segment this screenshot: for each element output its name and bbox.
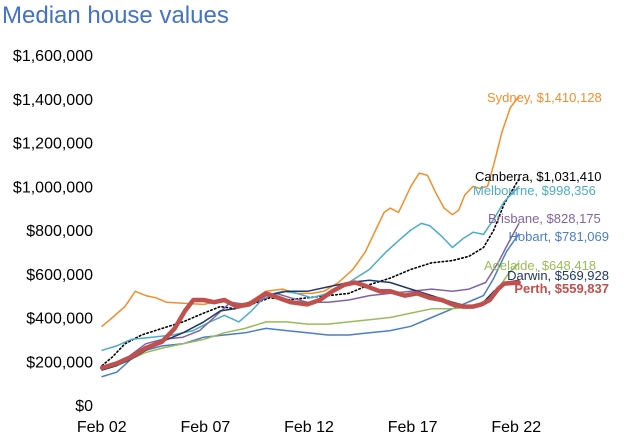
y-tick-label: $0 bbox=[75, 398, 93, 415]
series-line-adelaide bbox=[101, 262, 520, 371]
series-lines bbox=[99, 95, 521, 378]
series-label-hobart: Hobart, $781,069 bbox=[509, 229, 609, 244]
y-tick-label: $200,000 bbox=[26, 354, 93, 371]
y-tick-label: $1,400,000 bbox=[13, 92, 93, 109]
series-line-sydney bbox=[101, 95, 520, 328]
series-label-darwin: Darwin, $569,928 bbox=[507, 268, 609, 283]
y-tick-label: $1,600,000 bbox=[13, 48, 93, 65]
series-label-adelaide: Adelaide, $648,418 bbox=[484, 258, 596, 273]
x-tick-label: Feb 12 bbox=[284, 419, 334, 436]
y-axis-labels: $0 $200,000 $400,000 $600,000 $800,000 $1,000… bbox=[13, 48, 93, 415]
series-line-hobart bbox=[101, 233, 520, 378]
series-line-canberra bbox=[101, 178, 520, 367]
series-line-perth bbox=[99, 280, 521, 371]
x-tick-label: Feb 22 bbox=[491, 419, 541, 436]
series-label-canberra: Canberra, $1,031,410 bbox=[475, 169, 601, 184]
series-end-labels: Sydney, $1,410,128 Canberra, $1,031,410Me… bbox=[473, 90, 609, 296]
series-label-brisbane: Brisbane, $828,175 bbox=[488, 211, 601, 226]
series-label-perth: Perth, $559,837 bbox=[514, 281, 609, 296]
x-tick-label: Feb 17 bbox=[388, 419, 438, 436]
y-tick-label: $1,200,000 bbox=[13, 136, 93, 153]
x-axis-labels: Feb 02 Feb 07 Feb 12 Feb 17 Feb 22 bbox=[77, 419, 541, 436]
y-tick-label: $400,000 bbox=[26, 311, 93, 328]
series-label-sydney: Sydney, $1,410,128 bbox=[487, 90, 602, 105]
series-label-melbourne: Melbourne, $998,356 bbox=[473, 183, 596, 198]
y-tick-label: $600,000 bbox=[26, 267, 93, 284]
x-tick-label: Feb 02 bbox=[77, 419, 127, 436]
x-tick-label: Feb 07 bbox=[180, 419, 230, 436]
chart-title: Median house values bbox=[2, 2, 229, 29]
y-tick-label: $800,000 bbox=[26, 223, 93, 240]
y-tick-label: $1,000,000 bbox=[13, 179, 93, 196]
